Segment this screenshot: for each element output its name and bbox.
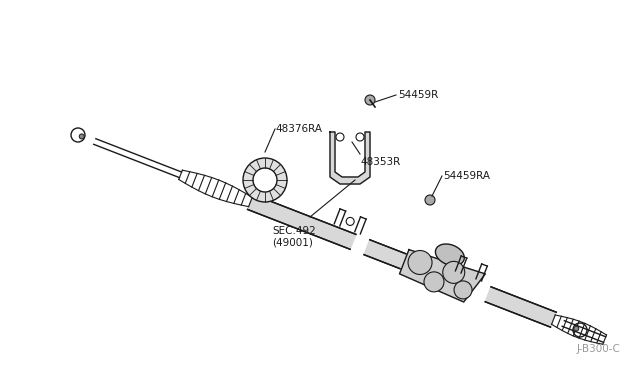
Text: SEC.492
(49001): SEC.492 (49001) [272, 226, 316, 248]
Circle shape [336, 133, 344, 141]
Circle shape [424, 272, 444, 292]
Circle shape [454, 281, 472, 299]
Text: 48353R: 48353R [360, 157, 400, 167]
Circle shape [425, 195, 435, 205]
Circle shape [443, 262, 465, 283]
Text: 54459R: 54459R [398, 90, 438, 100]
Polygon shape [248, 195, 356, 249]
Polygon shape [399, 250, 485, 302]
Circle shape [346, 217, 354, 225]
Polygon shape [364, 240, 426, 276]
Polygon shape [330, 132, 370, 184]
Circle shape [253, 168, 277, 192]
Text: 48376RA: 48376RA [275, 124, 322, 134]
Circle shape [79, 134, 84, 139]
Circle shape [574, 326, 579, 331]
Circle shape [356, 133, 364, 141]
Circle shape [243, 158, 287, 202]
Circle shape [365, 95, 375, 105]
Circle shape [408, 250, 432, 275]
Polygon shape [485, 287, 556, 327]
Text: 54459RA: 54459RA [443, 171, 490, 181]
Ellipse shape [435, 244, 464, 266]
Text: J-B300-C: J-B300-C [576, 344, 620, 354]
